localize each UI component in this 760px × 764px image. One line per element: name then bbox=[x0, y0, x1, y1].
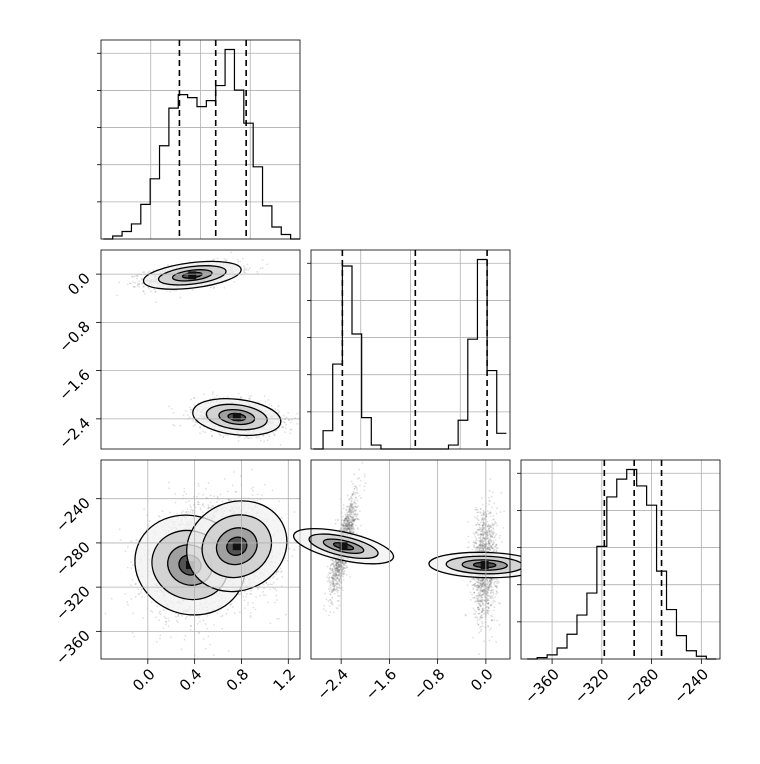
x-tick-label-5-2: −280 bbox=[621, 665, 663, 707]
y-tick-label-1-3: −2.4 bbox=[55, 414, 93, 452]
y-tick-label-1-1: −0.8 bbox=[55, 317, 93, 355]
x-tick-label-4-2: −0.8 bbox=[410, 665, 448, 703]
y-tick-label-3-1: −280 bbox=[52, 538, 94, 580]
x-tick-label-4-0: −2.4 bbox=[313, 665, 351, 703]
x-tick-label-5-3: −240 bbox=[670, 665, 712, 707]
y-tick-label-1-0: 0.0 bbox=[64, 269, 94, 299]
x-tick-label-3-2: 0.8 bbox=[223, 665, 253, 695]
x-tick-label-5-1: −320 bbox=[571, 665, 613, 707]
panel-hist-0 bbox=[97, 40, 300, 239]
y-tick-label-3-0: −240 bbox=[52, 494, 94, 536]
x-tick-label-5-0: −360 bbox=[521, 665, 563, 707]
y-tick-label-3-2: −320 bbox=[52, 582, 94, 624]
panel-background bbox=[521, 460, 720, 659]
x-tick-label-4-1: −1.6 bbox=[362, 665, 400, 703]
density-peak-1 bbox=[233, 413, 241, 421]
panel-scatter-3 bbox=[101, 460, 301, 659]
x-tick-label-4-3: 0.0 bbox=[467, 665, 497, 695]
panel-hist-5 bbox=[517, 460, 720, 659]
panel-scatter-4 bbox=[291, 460, 541, 659]
panel-hist-2 bbox=[307, 250, 510, 449]
x-tick-label-3-1: 0.4 bbox=[176, 665, 206, 695]
x-tick-label-3-0: 0.0 bbox=[129, 665, 159, 695]
y-tick-label-1-2: −1.6 bbox=[55, 366, 93, 404]
density-peak-0 bbox=[188, 271, 196, 279]
density-peak-1 bbox=[233, 542, 241, 550]
panel-scatter-1 bbox=[101, 250, 300, 449]
x-tick-label-3-3: 1.2 bbox=[270, 665, 300, 695]
density-peak-1 bbox=[481, 561, 489, 569]
y-tick-label-3-3: −360 bbox=[52, 626, 94, 668]
